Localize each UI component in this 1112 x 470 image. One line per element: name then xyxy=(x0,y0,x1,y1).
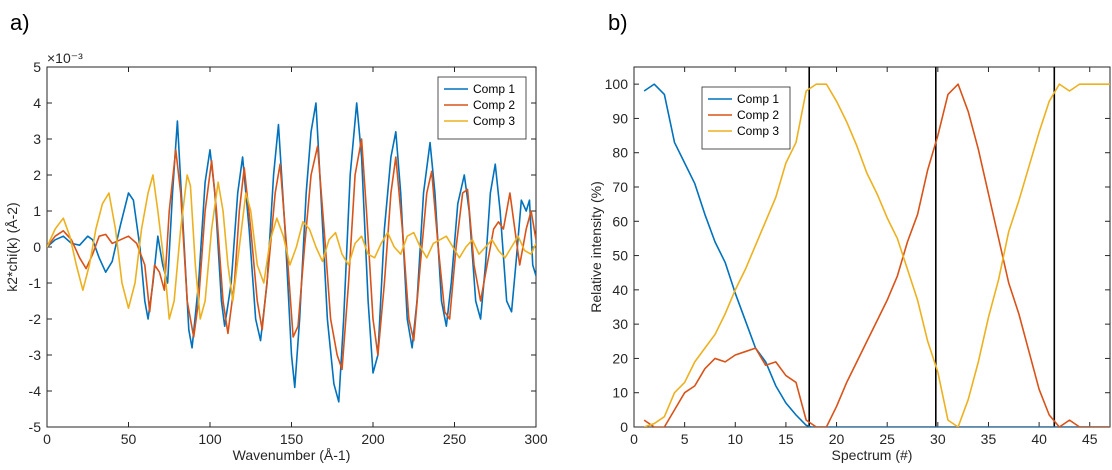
legend-entry: Comp 1 xyxy=(473,82,515,96)
panel-a-tag: a) xyxy=(10,10,30,35)
y-axis-label: Relative intensity (%) xyxy=(588,181,604,313)
y-tick-label: 10 xyxy=(612,385,628,401)
legend-box xyxy=(701,86,791,150)
x-tick-label: 0 xyxy=(630,431,638,447)
x-tick-label: 50 xyxy=(121,431,137,447)
y-tick-label: -3 xyxy=(29,347,42,363)
x-tick-label: 100 xyxy=(198,431,222,447)
y-tick-label: 100 xyxy=(605,76,629,92)
y-tick-label: 30 xyxy=(612,316,628,332)
legend-box xyxy=(437,76,527,140)
x-tick-label: 0 xyxy=(43,431,51,447)
y-tick-label: -2 xyxy=(29,311,42,327)
x-tick-label: 20 xyxy=(829,431,845,447)
legend: Comp 1 Comp 2 Comp 3 xyxy=(701,86,791,150)
legend-entry: Comp 3 xyxy=(737,124,779,138)
y-tick-label: 1 xyxy=(33,203,41,219)
y-exponent-label: ×10⁻³ xyxy=(47,50,83,66)
x-tick-label: 10 xyxy=(727,431,743,447)
y-tick-label: 3 xyxy=(33,131,41,147)
legend-entry: Comp 2 xyxy=(737,108,779,122)
legend-entry: Comp 2 xyxy=(473,98,515,112)
x-tick-label: 25 xyxy=(879,431,895,447)
x-tick-label: 250 xyxy=(443,431,467,447)
x-tick-label: 45 xyxy=(1082,431,1098,447)
y-tick-label: 50 xyxy=(612,248,628,264)
legend: Comp 1 Comp 2 Comp 3 xyxy=(437,76,527,140)
x-tick-label: 15 xyxy=(778,431,794,447)
x-tick-label: 200 xyxy=(361,431,385,447)
y-tick-label: -1 xyxy=(29,275,42,291)
x-axis-label: Wavenumber (Å-1) xyxy=(233,447,351,463)
series-group xyxy=(643,83,1110,427)
x-tick-label: 40 xyxy=(1031,431,1047,447)
series-line-comp-1 xyxy=(47,102,536,403)
chart-b: 0 5 10 15 20 25 30 35 40 45 0 10 20 30 40 50 60 70 80 90 100… xyxy=(588,66,1111,463)
chart-a: 0 50 100 150 200 250 300 -5 -4 -3 -2 -1 0 1 2 3 4 5 Wavenu… xyxy=(4,50,548,463)
y-tick-label: 2 xyxy=(33,167,41,183)
x-tick-label: 30 xyxy=(930,431,946,447)
y-tick-label: 5 xyxy=(33,59,41,75)
series-line-comp-3 xyxy=(643,83,1110,427)
x-tick-label: 5 xyxy=(681,431,689,447)
y-tick-label: 20 xyxy=(612,350,628,366)
x-tick-label: 300 xyxy=(524,431,548,447)
series-line-comp-2 xyxy=(643,83,1110,427)
y-tick-label: 70 xyxy=(612,179,628,195)
x-tick-label: 35 xyxy=(981,431,997,447)
y-tick-label: -5 xyxy=(29,419,42,435)
y-tick-label: 40 xyxy=(612,282,628,298)
x-tick-label: 150 xyxy=(280,431,304,447)
y-tick-label: 80 xyxy=(612,145,628,161)
y-tick-label: 0 xyxy=(620,419,628,435)
y-tick-label: 0 xyxy=(33,239,41,255)
series-group xyxy=(47,102,536,403)
y-tick-label: -4 xyxy=(29,383,42,399)
series-line-comp-2 xyxy=(47,138,536,371)
legend-entry: Comp 1 xyxy=(737,92,779,106)
y-axis-label: k2*chi(k) (Å-2) xyxy=(4,202,20,291)
x-axis-label: Spectrum (#) xyxy=(832,447,913,463)
y-tick-label: 60 xyxy=(612,213,628,229)
panel-b-tag: b) xyxy=(608,10,628,35)
y-tick-label: 90 xyxy=(612,110,628,126)
series-line-comp-3 xyxy=(47,174,536,320)
y-tick-label: 4 xyxy=(33,95,41,111)
legend-entry: Comp 3 xyxy=(473,114,515,128)
series-line-comp-1 xyxy=(643,83,1110,427)
